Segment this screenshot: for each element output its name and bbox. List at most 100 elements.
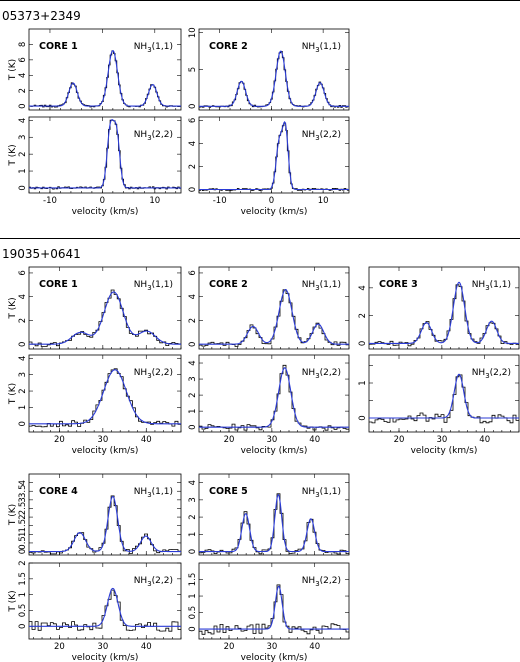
- s1-c4-nh22-ytick-label: 1: [188, 593, 198, 598]
- s0-c1-nh22-xtick-label: 10: [318, 196, 329, 206]
- s1-c1-nh22-xtick-label: 20: [224, 435, 235, 445]
- s1-c1-nh11-frame: [198, 266, 350, 350]
- s1-c0-nh22-frame: [28, 354, 182, 433]
- s0-c0-nh22-ytick-label: 1: [18, 168, 28, 173]
- s1-c0-nh11-line-label: NH3(1,1): [134, 280, 173, 292]
- s1-c0-nh22-ytick-label: 0: [18, 421, 28, 426]
- s0-c0-nh22-ytick-label: 4: [18, 118, 28, 123]
- s1-c3-nh22-ytick-label: 1.5: [18, 572, 28, 586]
- s0-c0-nh22-xtick-label: 10: [149, 196, 160, 206]
- s0-c1-nh22-ytick-label: 4: [188, 141, 198, 146]
- s1-c4-nh11-line-label: NH3(1,1): [302, 487, 341, 499]
- s1-c1-nh22-fit-curve: [199, 367, 349, 428]
- s1-c3-nh22-ytick-label: 0: [18, 624, 28, 629]
- s1-c4-xlabel: velocity (km/s): [241, 653, 308, 662]
- s1-c3-nh11-ytick-label: 3: [18, 497, 28, 502]
- s0-c0-nh22-ytick-label: 0: [18, 185, 28, 190]
- s1-c2-nh22-xtick-label: 30: [436, 435, 447, 445]
- s0-c1-nh11-ytick-label: 5: [188, 67, 198, 72]
- s1-c2-nh11-ytick-label: 0: [358, 341, 368, 346]
- s0-c1-nh22-line-label: NH3(2,2): [302, 130, 341, 142]
- s1-c3-nh11-ytick-label: 2.5: [18, 502, 28, 516]
- s1-c3-nh22-ytick-label: 2: [18, 560, 28, 565]
- s1-c0-nh22-ytick-label: 3: [18, 372, 28, 377]
- s0-c0-nh11-ytick-label: 0: [18, 103, 28, 108]
- source-title-1: 05373+2349: [2, 9, 81, 23]
- s0-c0-nh11-frame: [28, 28, 182, 111]
- s1-c3-nh22-ylabel: T (K): [8, 590, 18, 612]
- s1-c0-nh22-ytick-label: 2: [18, 388, 28, 393]
- s1-c1-nh22-ytick-label: 1: [188, 408, 198, 413]
- s0-c0-nh11-ytick-label: 4: [18, 73, 28, 78]
- s0-c0-nh22-fit-curve: [29, 119, 181, 189]
- s1-c2-nh11-ytick-label: 4: [358, 285, 368, 290]
- s1-c3-nh11-ytick-label: 0.5: [18, 536, 28, 550]
- s1-c2-nh11-core-label: CORE 3: [379, 279, 418, 290]
- s1-c0-nh22-xtick-label: 20: [54, 435, 65, 445]
- s1-c0-nh11-ytick-label: 4: [18, 294, 28, 299]
- s0-c0-nh11-core-label: CORE 1: [39, 41, 78, 52]
- s1-c2-nh22-xtick-label: 40: [479, 435, 490, 445]
- s1-c3-nh11-ylabel: T (K): [8, 504, 18, 526]
- s1-c1-nh11-line-label: NH3(1,1): [302, 280, 341, 292]
- s0-c1-nh11-line-label: NH3(1,1): [302, 42, 341, 54]
- s0-c1-nh11-fit-curve: [199, 50, 349, 107]
- s0-c1-nh22-xtick-label: -10: [213, 196, 227, 206]
- s1-c4-nh11-core-label: CORE 5: [209, 486, 248, 497]
- s1-c3-nh11-fit-curve: [29, 495, 181, 553]
- s1-c0-nh22-ylabel: T (K): [8, 383, 18, 405]
- s1-c0-nh11-observed-spectrum: [29, 289, 181, 347]
- s0-c0-nh11-fit-curve: [29, 50, 181, 107]
- s1-c0-nh22-xtick-label: 30: [97, 435, 108, 445]
- s1-c1-nh22-line-label: NH3(2,2): [302, 368, 341, 380]
- source-title-2: 19035+0641: [2, 247, 81, 261]
- s1-c1-nh11-ytick-label: 4: [188, 294, 198, 299]
- s1-c2-nh22-xtick-label: 20: [394, 435, 405, 445]
- s1-c4-nh22-xtick-label: 30: [266, 642, 277, 652]
- s0-c0-nh22-ytick-label: 3: [18, 135, 28, 140]
- s1-c3-xlabel: velocity (km/s): [72, 653, 139, 662]
- s1-c4-nh22-ytick-label: 0: [188, 626, 198, 631]
- s0-c0-nh11-ytick-label: 8: [18, 42, 28, 47]
- s1-c0-nh22-xtick-label: 40: [141, 435, 152, 445]
- s1-c1-nh22-xtick-label: 30: [266, 435, 277, 445]
- s1-c2-nh22-fit-curve: [369, 373, 519, 419]
- s0-c0-nh22-xtick-label: 0: [100, 196, 105, 206]
- s1-c0-nh11-ytick-label: 0: [18, 342, 28, 347]
- s1-c4-nh22-fit-curve: [199, 585, 349, 630]
- s1-c0-nh22-ytick-label: 1: [18, 405, 28, 410]
- s1-c4-nh22-ytick-label: 0.5: [188, 606, 198, 620]
- s1-c3-nh11-ytick-label: 3.5: [18, 484, 28, 498]
- s1-c1-nh22-ytick-label: 3: [188, 376, 198, 381]
- s1-c0-nh11-fit-curve: [29, 291, 181, 345]
- s1-c2-nh22-ytick-label: 0: [358, 415, 368, 420]
- s1-c0-nh11-ylabel: T (K): [8, 297, 18, 319]
- s1-c4-nh22-xtick-label: 40: [309, 642, 320, 652]
- s1-c3-nh11-ytick-label: 1.5: [18, 519, 28, 533]
- s1-c3-nh22-xtick-label: 30: [97, 642, 108, 652]
- s1-c3-nh11-ytick-label: 1: [18, 532, 28, 537]
- s1-c2-nh22-frame: [368, 354, 520, 433]
- s0-c0-nh11-ytick-label: 6: [18, 57, 28, 62]
- s1-c0-nh11-ytick-label: 2: [18, 318, 28, 323]
- s1-c3-nh11-ytick-label: 4: [18, 480, 28, 485]
- s1-c0-nh11-ytick-label: 6: [18, 270, 28, 275]
- s1-c2-nh22-ytick-label: 1: [358, 380, 368, 385]
- s1-c3-nh22-observed-spectrum: [29, 589, 181, 632]
- s1-c4-nh22-xtick-label: 20: [224, 642, 235, 652]
- s1-c3-nh11-frame: [28, 473, 182, 556]
- s1-c3-nh11-ytick-label: 2: [18, 514, 28, 519]
- s1-c0-nh11-core-label: CORE 1: [39, 279, 78, 290]
- s1-c2-nh11-fit-curve: [369, 281, 519, 344]
- s1-c4-nh11-ytick-label: 4: [188, 480, 198, 485]
- s1-c4-nh22-line-label: NH3(2,2): [302, 576, 341, 588]
- s1-c0-xlabel: velocity (km/s): [72, 446, 139, 456]
- s1-c4-nh11-frame: [198, 473, 350, 556]
- s1-c2-nh11-observed-spectrum: [369, 284, 519, 347]
- s1-c1-nh22-ytick-label: 0: [188, 424, 198, 429]
- s0-c1-nh11-ytick-label: 0: [188, 104, 198, 109]
- s1-c3-nh22-xtick-label: 20: [54, 642, 65, 652]
- s0-c1-nh22-xtick-label: 0: [269, 196, 274, 206]
- s1-c0-nh11-frame: [28, 266, 182, 350]
- s1-c2-xlabel: velocity (km/s): [411, 446, 478, 456]
